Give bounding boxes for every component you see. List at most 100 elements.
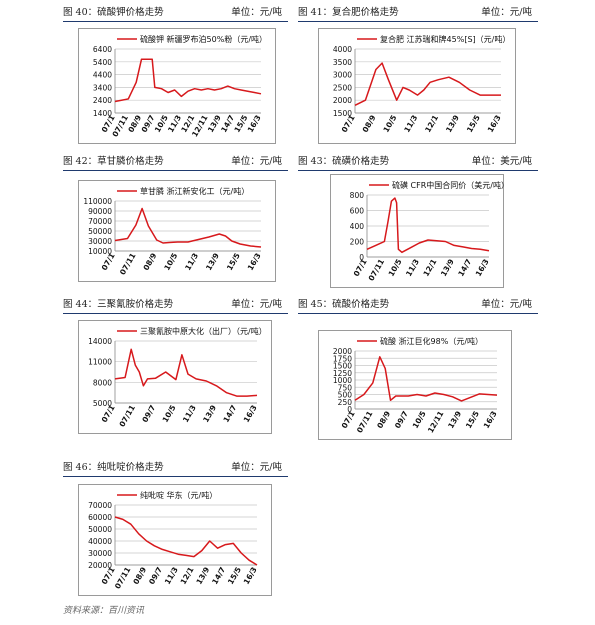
y-tick-label: 1750 [333, 354, 352, 363]
figure-header-1: 图 40：硫酸钾价格走势 单位：元/吨 [63, 5, 288, 22]
series-line [114, 516, 258, 566]
chart-svg: 草甘膦 浙江新安化工（元/吨） 1000030000500007000090000… [83, 186, 263, 276]
y-tick-label: 3000 [333, 71, 352, 80]
x-tick-label: 15/5 [225, 252, 242, 272]
y-tick-label: 200 [350, 238, 365, 247]
y-tick-label: 50000 [88, 525, 112, 534]
legend-label: 硫酸 浙江巨化98%（元/吨） [380, 336, 483, 346]
x-tick-label: 13/9 [194, 566, 211, 586]
x-tick-label: 11/3 [163, 566, 180, 586]
y-tick-label: 250 [338, 398, 353, 407]
series-line [114, 348, 258, 397]
x-tick-label: 10/5 [381, 114, 398, 134]
chart-glyphosate: 草甘膦 浙江新安化工（元/吨） 10000 30000 50000 70000 90000… [78, 180, 276, 282]
y-tick-label: 2000 [333, 347, 352, 356]
y-tick-label: 20000 [88, 561, 112, 570]
legend-label: 纯吡啶 华东（元/吨） [140, 490, 217, 500]
figure-caption: 图 46：纯吡啶价格走势 [63, 462, 164, 473]
x-tick-label: 13/9 [204, 252, 221, 272]
y-tick-label: 500 [338, 391, 353, 400]
y-tick-label: 70000 [88, 501, 112, 510]
chart-svg: 硫酸钾 新疆罗布泊50%粉（元/吨） 1400 2400 3400 4400 5400 64… [93, 34, 267, 138]
y-tick-label: 30000 [88, 237, 112, 246]
y-tick-label: 0 [359, 253, 364, 262]
figure-unit: 单位：元/吨 [231, 299, 282, 310]
series-line [114, 207, 262, 248]
chart-compound-fertilizer: 复合肥 江苏瑞和牌45%[S]（元/吨） 1500 2000 2500 3000 3500… [318, 28, 516, 144]
x-tick-label: 11/3 [402, 114, 419, 134]
figure-unit: 单位：元/吨 [481, 7, 532, 18]
figure-header-4: 图 43：硫磺价格走势 单位：美元/吨 [298, 154, 538, 171]
y-tick-label: 1000 [333, 376, 352, 385]
y-tick-label: 40000 [88, 537, 112, 546]
x-tick-label: 07/11 [367, 258, 387, 283]
x-tick-label: 07/11 [355, 410, 375, 435]
y-tick-label: 600 [350, 207, 365, 216]
y-tick-label: 50000 [88, 227, 112, 236]
x-tick-label: 08/9 [131, 566, 148, 586]
chart-legend: 硫酸 浙江巨化98%（元/吨） [357, 336, 483, 346]
figure-unit: 单位：美元/吨 [471, 156, 532, 167]
chart-legend: 纯吡啶 华东（元/吨） [117, 490, 217, 500]
chart-legend: 复合肥 江苏瑞和牌45%[S]（元/吨） [357, 34, 510, 44]
y-tick-label: 1500 [333, 362, 352, 371]
series-line [354, 356, 498, 402]
x-tick-label: 12/11 [426, 410, 446, 435]
x-tick-label: 11/3 [181, 404, 198, 424]
y-tick-label: 60000 [88, 513, 112, 522]
y-tick-label: 11000 [88, 358, 112, 367]
y-tick-label: 1400 [93, 109, 112, 118]
chart-svg: 复合肥 江苏瑞和牌45%[S]（元/吨） 1500 2000 2500 3000 3500… [333, 34, 510, 134]
y-tick-label: 30000 [88, 549, 112, 558]
y-tick-label: 2500 [333, 83, 352, 92]
x-tick-label: 16/3 [246, 114, 263, 134]
x-tick-label: 09/7 [140, 404, 157, 424]
figure-caption: 图 40：硫酸钾价格走势 [63, 7, 164, 18]
figure-caption: 图 44：三聚氰胺价格走势 [63, 299, 174, 310]
x-tick-label: 10/5 [387, 258, 404, 278]
y-tick-label: 14000 [88, 337, 112, 346]
legend-label: 复合肥 江苏瑞和牌45%[S]（元/吨） [380, 34, 510, 44]
x-tick-label: 13/9 [439, 258, 456, 278]
figure-header-7: 图 46：纯吡啶价格走势 单位：元/吨 [63, 460, 288, 477]
chart-sulfuric-acid: 硫酸 浙江巨化98%（元/吨） 0 250 500 750 1000 1250 1500 175… [318, 330, 512, 440]
x-tick-label: 13/9 [444, 114, 461, 134]
legend-label: 硫磺 CFR中国合同价（美元/吨） [392, 180, 509, 190]
series-line [354, 62, 501, 106]
y-tick-label: 2000 [333, 96, 352, 105]
figure-caption: 图 41：复合肥价格走势 [298, 7, 399, 18]
y-tick-label: 3500 [333, 58, 352, 67]
x-tick-label: 14/7 [221, 404, 238, 424]
x-tick-label: 15/5 [226, 566, 243, 586]
x-tick-label: 07/11 [117, 404, 137, 429]
chart-legend: 草甘膦 浙江新安化工（元/吨） [117, 186, 249, 196]
x-tick-label: 12/1 [421, 258, 438, 278]
x-tick-label: 15/5 [464, 410, 481, 430]
y-tick-label: 750 [338, 383, 353, 392]
y-tick-label: 110000 [83, 197, 112, 206]
y-tick-label: 6400 [93, 45, 112, 54]
y-tick-label: 1250 [333, 369, 352, 378]
x-tick-label: 10/5 [161, 404, 178, 424]
figure-unit: 单位：元/吨 [481, 299, 532, 310]
x-tick-label: 07/11 [113, 566, 133, 591]
y-tick-label: 3400 [93, 83, 112, 92]
figure-header-3: 图 42：草甘膦价格走势 单位：元/吨 [63, 154, 288, 171]
y-tick-label: 2400 [93, 96, 112, 105]
y-tick-label: 5000 [93, 399, 112, 408]
figure-unit: 单位：元/吨 [231, 462, 282, 473]
legend-label: 硫酸钾 新疆罗布泊50%粉（元/吨） [140, 34, 267, 44]
y-tick-label: 4000 [333, 45, 352, 54]
figure-header-5: 图 44：三聚氰胺价格走势 单位：元/吨 [63, 297, 288, 314]
y-tick-label: 5400 [93, 58, 112, 67]
y-tick-label: 10000 [88, 247, 112, 256]
x-tick-label: 16/3 [482, 410, 499, 430]
x-tick-label: 08/9 [375, 410, 392, 430]
x-tick-label: 12/1 [423, 114, 440, 134]
x-tick-label: 10/5 [411, 410, 428, 430]
figure-unit: 单位：元/吨 [231, 156, 282, 167]
x-tick-label: 16/3 [246, 252, 263, 272]
chart-svg: 纯吡啶 华东（元/吨） 20000 30000 40000 50000 60000 7000… [88, 490, 259, 591]
x-tick-label: 09/7 [393, 410, 410, 430]
